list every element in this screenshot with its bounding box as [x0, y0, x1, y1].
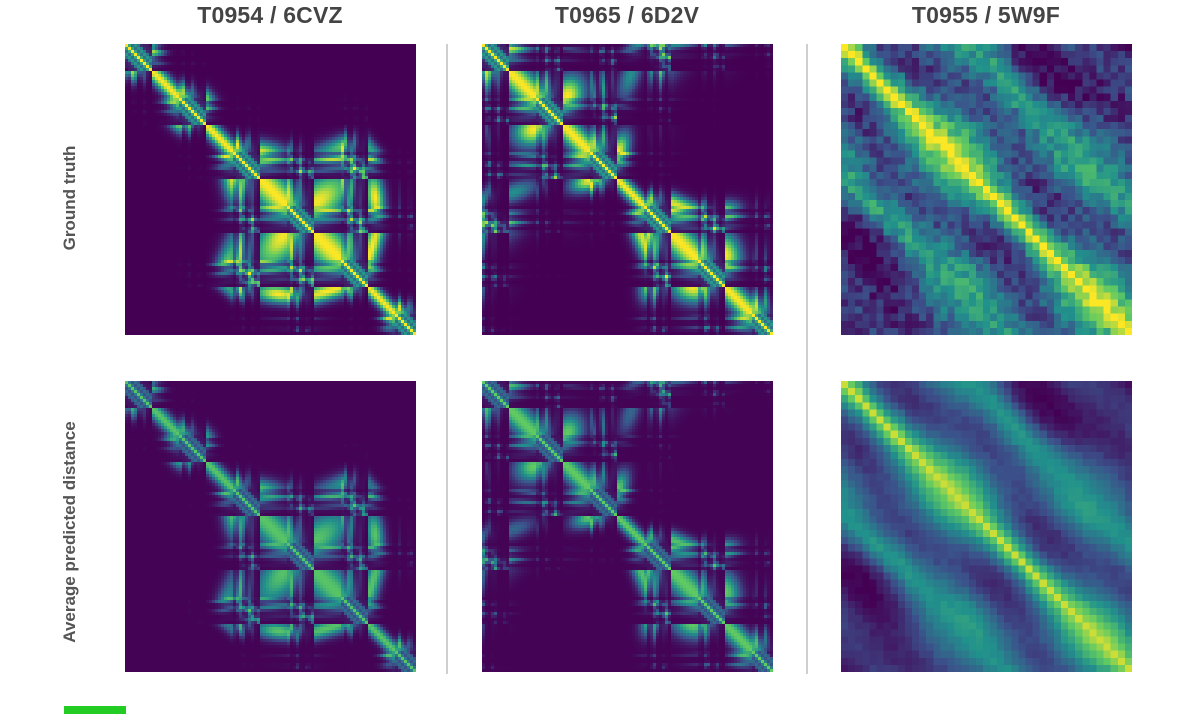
- heatmap-canvas: [482, 44, 773, 335]
- heatmap-canvas: [125, 44, 416, 335]
- heatmap-t0965-predicted: [482, 381, 773, 672]
- column-title-t0965: T0965 / 6D2V: [554, 2, 700, 28]
- column-title-t0954: T0954 / 6CVZ: [197, 2, 343, 28]
- column-divider-1: [446, 44, 448, 674]
- heatmap-t0955-predicted: [841, 381, 1132, 672]
- heatmap-t0954-predicted: [125, 381, 416, 672]
- heatmap-t0955-ground-truth: [841, 44, 1132, 335]
- row-label-average-predicted-distance: Average predicted distance: [60, 421, 79, 643]
- heatmap-canvas: [125, 381, 416, 672]
- row-label-ground-truth: Ground truth: [60, 145, 79, 251]
- heatmap-t0954-ground-truth: [125, 44, 416, 335]
- heatmap-canvas: [841, 381, 1132, 672]
- column-title-t0955: T0955 / 5W9F: [911, 2, 1061, 28]
- heatmap-t0965-ground-truth: [482, 44, 773, 335]
- column-divider-2: [806, 44, 808, 674]
- accent-bar: [64, 706, 126, 714]
- heatmap-canvas: [482, 381, 773, 672]
- heatmap-canvas: [841, 44, 1132, 335]
